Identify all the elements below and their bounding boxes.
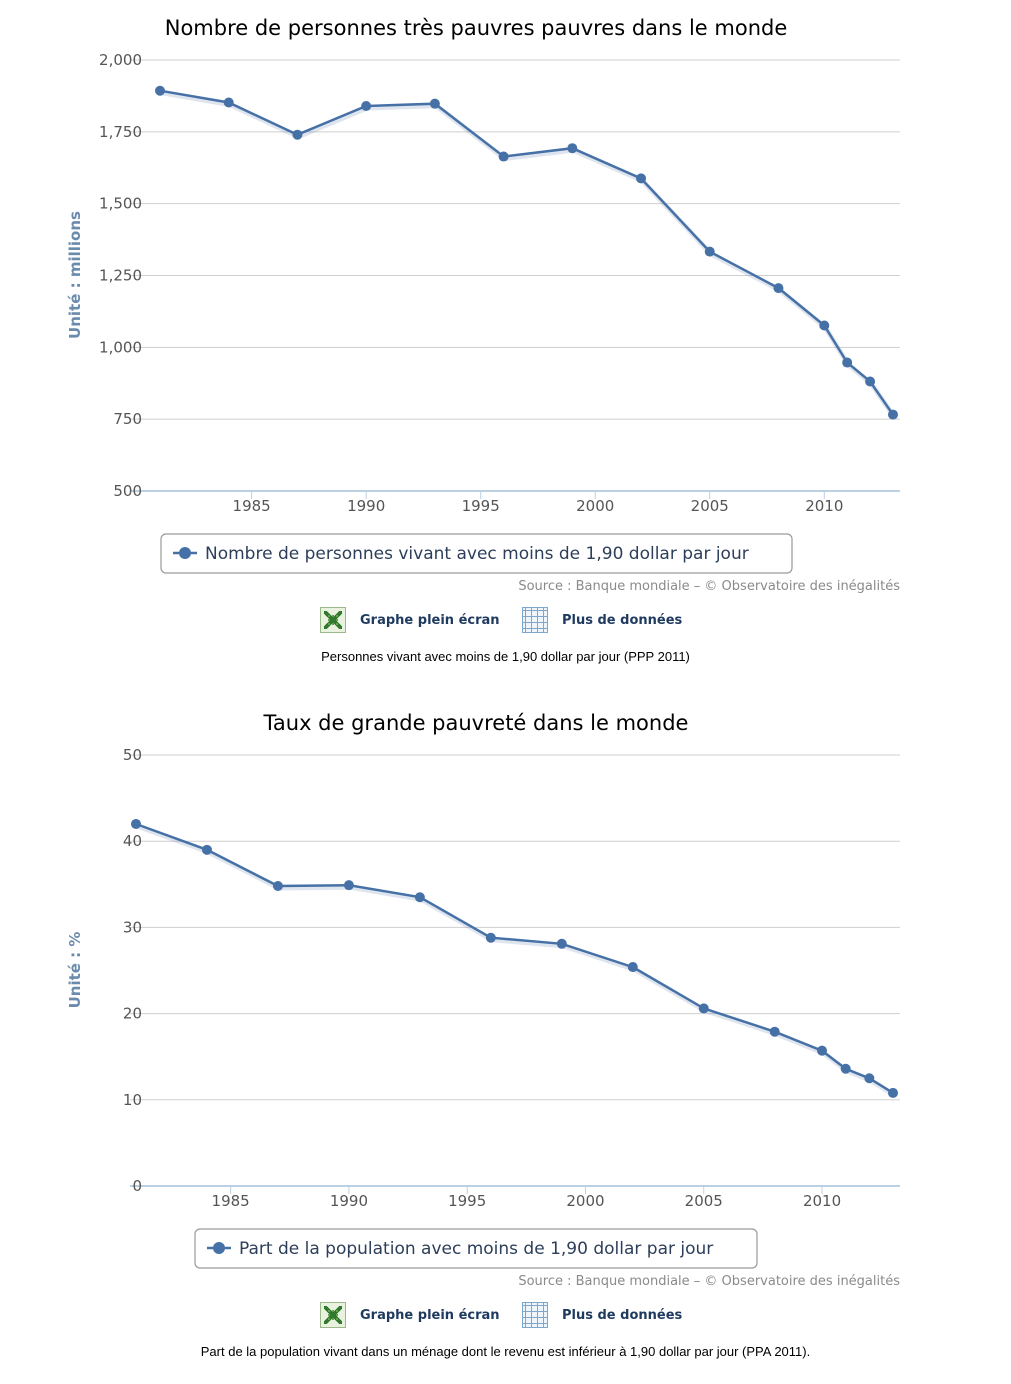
x-axis-ticks: 1985 1990 1995 2000 2005 2010 <box>212 1186 841 1210</box>
series-line <box>135 822 894 1094</box>
data-point[interactable] <box>155 85 165 96</box>
x-axis-ticks: 1985 1990 1995 2000 2005 2010 <box>233 491 843 515</box>
y-axis-ticks: 500 750 1,000 1,250 1,500 1,750 2,000 <box>99 51 142 500</box>
y-tick-label: 1,500 <box>99 195 142 213</box>
more-data-label: Plus de données <box>562 1307 683 1323</box>
data-point[interactable] <box>485 932 496 943</box>
y-axis-label: Unité : % <box>66 932 84 1009</box>
series-line-shadow <box>160 90 897 419</box>
legend-item-label[interactable]: Part de la population avec moins de 1,90… <box>239 1239 713 1259</box>
y-tick-label: 20 <box>123 1005 142 1023</box>
x-tick-label: 2010 <box>803 1192 841 1210</box>
chart-taux: Taux de grande pauvreté dans le monde 0 1… <box>66 711 900 1289</box>
data-point[interactable] <box>343 880 354 891</box>
data-point[interactable] <box>888 409 898 420</box>
data-point[interactable] <box>292 129 303 140</box>
y-tick-label: 1,250 <box>99 267 142 285</box>
y-tick-label: 10 <box>123 1091 142 1109</box>
chart-caption: Personnes vivant avec moins de 1,90 doll… <box>321 649 690 664</box>
data-point[interactable] <box>498 151 509 162</box>
chart-caption: Part de la population vivant dans un mén… <box>200 1344 811 1359</box>
x-tick-label: 1995 <box>448 1192 486 1210</box>
fullscreen-label: Graphe plein écran <box>360 1307 500 1323</box>
y-tick-label: 2,000 <box>99 51 142 69</box>
legend-marker <box>179 547 191 559</box>
fullscreen-button[interactable]: Graphe plein écran <box>320 607 500 633</box>
chart-title: Nombre de personnes très pauvres pauvres… <box>165 16 788 40</box>
source-credit[interactable]: Source : Banque mondiale – © Observatoir… <box>518 1274 900 1289</box>
data-point[interactable] <box>414 892 425 903</box>
data-point[interactable] <box>840 1063 851 1074</box>
y-tick-label: 0 <box>132 1177 142 1195</box>
data-point[interactable] <box>769 1026 780 1037</box>
data-point[interactable] <box>627 962 638 973</box>
source-credit[interactable]: Source : Banque mondiale – © Observatoir… <box>518 579 900 594</box>
data-point[interactable] <box>819 320 830 331</box>
legend[interactable]: Part de la population avec moins de 1,90… <box>194 1228 758 1269</box>
data-point[interactable] <box>429 98 440 109</box>
y-axis-ticks: 0 10 20 30 40 50 <box>123 746 142 1195</box>
data-point[interactable] <box>888 1087 898 1098</box>
x-tick-label: 2000 <box>576 497 614 515</box>
y-tick-label: 1,750 <box>99 123 142 141</box>
more-data-button[interactable]: Plus de données <box>522 607 682 633</box>
series-line-shadow <box>136 823 896 1098</box>
y-tick-label: 40 <box>123 832 142 850</box>
chart-personnes: Nombre de personnes très pauvres pauvres… <box>66 16 900 594</box>
fullscreen-icon <box>320 607 346 633</box>
x-tick-label: 1990 <box>347 497 385 515</box>
x-tick-label: 2000 <box>566 1192 604 1210</box>
table-grid-icon <box>522 607 548 633</box>
data-point[interactable] <box>865 376 876 387</box>
data-point[interactable] <box>704 246 715 257</box>
y-axis-label: Unité : millions <box>66 211 84 339</box>
data-point[interactable] <box>842 357 853 368</box>
data-point[interactable] <box>131 818 141 829</box>
legend[interactable]: Nombre de personnes vivant avec moins de… <box>160 533 793 574</box>
x-tick-label: 2010 <box>805 497 843 515</box>
data-point[interactable] <box>201 844 212 855</box>
data-point[interactable] <box>361 100 372 111</box>
series <box>131 818 898 1098</box>
data-point[interactable] <box>223 97 234 108</box>
fullscreen-button[interactable]: Graphe plein écran <box>320 1302 500 1328</box>
fullscreen-icon <box>320 1302 346 1328</box>
gridlines <box>130 59 900 492</box>
series-line <box>159 89 895 416</box>
data-point[interactable] <box>567 143 578 154</box>
y-tick-label: 750 <box>113 410 142 428</box>
fullscreen-label: Graphe plein écran <box>360 612 500 628</box>
y-tick-label: 1,000 <box>99 338 142 356</box>
series <box>155 85 898 420</box>
x-tick-label: 1995 <box>462 497 500 515</box>
x-tick-label: 1985 <box>212 1192 250 1210</box>
chart-title: Taux de grande pauvreté dans le monde <box>263 711 689 735</box>
x-tick-label: 2005 <box>691 497 729 515</box>
legend-box <box>194 1228 758 1269</box>
y-tick-label: 50 <box>123 746 142 764</box>
data-point[interactable] <box>636 173 647 184</box>
table-grid-icon <box>522 1302 548 1328</box>
data-point[interactable] <box>698 1003 709 1014</box>
data-point[interactable] <box>272 881 283 892</box>
x-tick-label: 2005 <box>685 1192 723 1210</box>
data-point[interactable] <box>556 938 567 949</box>
y-tick-label: 30 <box>123 918 142 936</box>
x-tick-label: 1985 <box>233 497 271 515</box>
x-tick-label: 1990 <box>330 1192 368 1210</box>
data-point[interactable] <box>864 1073 875 1084</box>
legend-marker <box>213 1242 225 1254</box>
legend-box <box>160 533 793 574</box>
more-data-button[interactable]: Plus de données <box>522 1302 682 1328</box>
gridlines <box>130 754 900 1187</box>
data-point[interactable] <box>773 283 784 294</box>
data-point[interactable] <box>817 1045 828 1056</box>
more-data-label: Plus de données <box>562 612 683 628</box>
legend-item-label[interactable]: Nombre de personnes vivant avec moins de… <box>205 544 749 564</box>
y-tick-label: 500 <box>113 482 142 500</box>
